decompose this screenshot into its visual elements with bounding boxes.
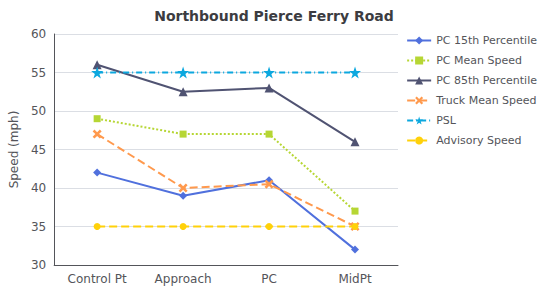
svg-text:45: 45 bbox=[31, 143, 46, 157]
svg-text:Truck Mean Speed: Truck Mean Speed bbox=[435, 94, 536, 107]
svg-text:Approach: Approach bbox=[155, 272, 212, 286]
svg-text:PC Mean Speed: PC Mean Speed bbox=[436, 54, 522, 67]
svg-text:Speed (mph): Speed (mph) bbox=[7, 111, 21, 189]
svg-text:PC 85th Percentile: PC 85th Percentile bbox=[436, 74, 537, 87]
svg-text:35: 35 bbox=[31, 220, 46, 234]
svg-text:MidPt: MidPt bbox=[338, 272, 372, 286]
svg-text:50: 50 bbox=[31, 104, 46, 118]
svg-text:Control Pt: Control Pt bbox=[68, 272, 127, 286]
svg-text:Northbound Pierce Ferry Road: Northbound Pierce Ferry Road bbox=[154, 8, 394, 24]
svg-text:55: 55 bbox=[31, 66, 46, 80]
svg-text:Advisory Speed: Advisory Speed bbox=[436, 134, 521, 147]
svg-text:PSL: PSL bbox=[436, 114, 457, 127]
svg-text:30: 30 bbox=[31, 258, 46, 272]
svg-text:60: 60 bbox=[31, 27, 46, 41]
svg-text:40: 40 bbox=[31, 181, 46, 195]
svg-text:PC: PC bbox=[261, 272, 277, 286]
svg-text:PC 15th Percentile: PC 15th Percentile bbox=[436, 34, 537, 47]
